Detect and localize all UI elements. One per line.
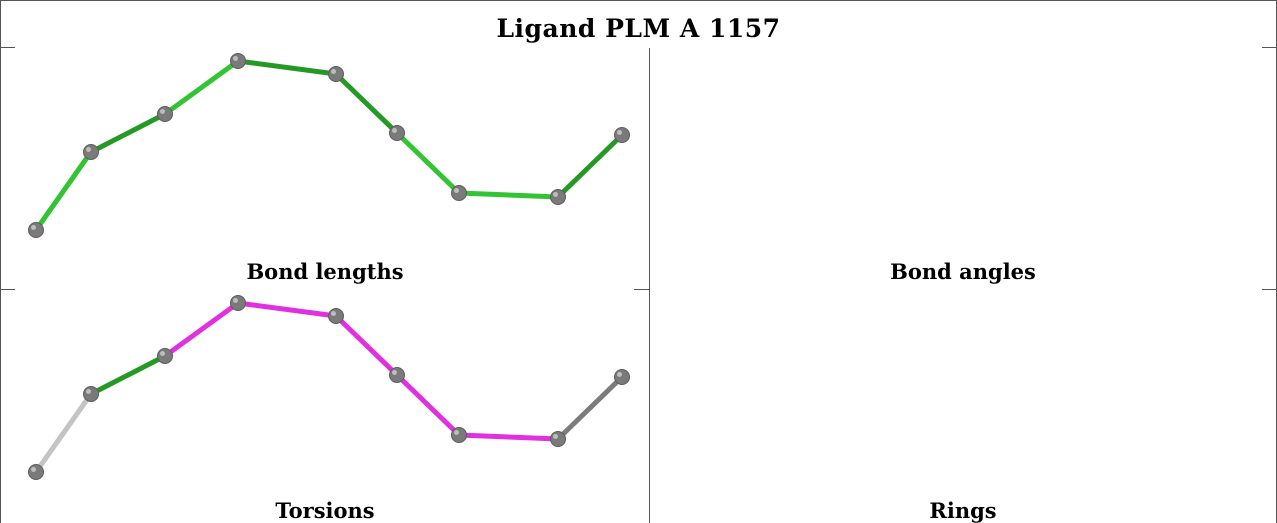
atom-highlight [392, 370, 397, 375]
atom [28, 464, 44, 480]
bond [88, 353, 168, 397]
atom-highlight [331, 311, 336, 316]
bond [456, 432, 561, 442]
atom [614, 127, 630, 143]
atom [328, 66, 344, 82]
molecule-bond-angles [650, 48, 1276, 289]
bond [394, 130, 462, 196]
bond [162, 300, 241, 359]
panel-bond-lengths: Bond lengths [1, 48, 649, 289]
molecule-rings [650, 290, 1276, 523]
bond [235, 58, 339, 77]
atom-highlight [454, 430, 459, 435]
atom [28, 222, 44, 238]
bond [555, 374, 625, 442]
left-border [0, 0, 1, 523]
atom [389, 367, 405, 383]
atom-highlight [617, 372, 622, 377]
atom-highlight [392, 128, 397, 133]
bond [333, 71, 400, 136]
panel-caption: Torsions [275, 498, 375, 523]
panel-torsions: Torsions [1, 290, 649, 523]
atom [83, 386, 99, 402]
panel-bond-angles: Bond angles [650, 48, 1276, 289]
atom [230, 53, 246, 69]
atom-highlight [331, 69, 336, 74]
atom-highlight [617, 130, 622, 135]
bond [333, 313, 400, 378]
atom-highlight [233, 298, 238, 303]
title-divider-right [1262, 47, 1277, 48]
bond [88, 111, 168, 155]
row-divider-mid [634, 289, 649, 290]
panel-caption: Bond angles [890, 259, 1036, 284]
atom-highlight [553, 192, 558, 197]
atom-highlight [553, 434, 558, 439]
atom [550, 431, 566, 447]
atom-highlight [233, 56, 238, 61]
bond [33, 149, 94, 233]
molecule-torsions [28, 295, 630, 480]
atom-highlight [86, 147, 91, 152]
center-divider [649, 48, 650, 523]
row-divider-left [0, 289, 15, 290]
atom [451, 185, 467, 201]
atom-highlight [31, 225, 36, 230]
atom [451, 427, 467, 443]
bond [33, 391, 94, 475]
atom [83, 144, 99, 160]
atom [550, 189, 566, 205]
atom-highlight [160, 351, 165, 356]
bond [162, 58, 241, 117]
atom-highlight [160, 109, 165, 114]
atom [230, 295, 246, 311]
panel-caption: Bond lengths [246, 259, 404, 284]
atom-highlight [31, 467, 36, 472]
bond [235, 300, 339, 319]
top-border [0, 0, 1277, 1]
atom [328, 308, 344, 324]
panel-rings: Rings [650, 290, 1276, 523]
bond [394, 372, 462, 438]
atom [614, 369, 630, 385]
atom-highlight [454, 188, 459, 193]
panel-caption: Rings [929, 498, 997, 523]
atom [157, 106, 173, 122]
title-divider-left [0, 47, 15, 48]
bond [456, 190, 561, 200]
atom [157, 348, 173, 364]
atom-highlight [86, 389, 91, 394]
figure-title: Ligand PLM A 1157 [496, 14, 781, 43]
row-divider-right [1262, 289, 1277, 290]
bond [555, 132, 625, 200]
molecule-bond-lengths [28, 53, 630, 238]
atom [389, 125, 405, 141]
